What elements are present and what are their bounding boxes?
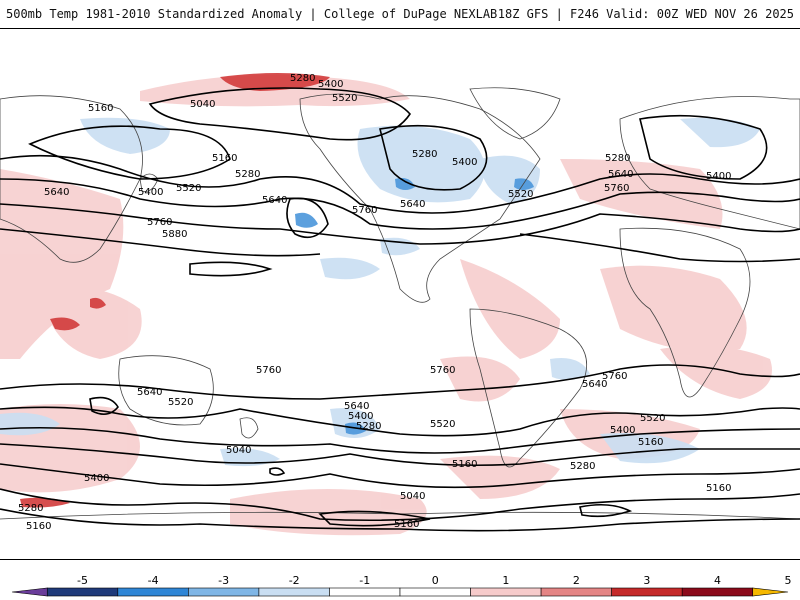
contour-label: 5760 [430, 365, 455, 376]
colorbar-segment [611, 587, 683, 597]
contour-label: 5880 [162, 229, 187, 240]
colorbar-segment [258, 587, 330, 597]
asia-east-coast [0, 95, 143, 263]
colorbar-tick-label: -2 [289, 574, 300, 587]
contour-label: 5760 [604, 183, 629, 194]
colorbar-tick-label: 2 [573, 574, 580, 587]
colorbar-segment [752, 587, 789, 597]
contour-label: 5640 [137, 387, 162, 398]
contour-label: 5640 [400, 199, 425, 210]
contour-label: 5760 [147, 217, 172, 228]
contour-label: 5760 [256, 365, 281, 376]
colorbar-tick-labels: -5 -4 -3 -2 -1 0 1 2 3 4 5 [77, 574, 791, 587]
eurasia-coast [619, 96, 800, 230]
colorbar-tick-label: 1 [502, 574, 509, 587]
contour-label: 5160 [212, 153, 237, 164]
contour-label: 5160 [26, 521, 51, 532]
colorbar-tick-label: -4 [148, 574, 159, 587]
contour-label: 5400 [452, 157, 477, 168]
colorbar-segment [540, 587, 612, 597]
colorbar-segment [46, 587, 119, 597]
contour-label: 5520 [508, 189, 533, 200]
contour-label: 5520 [430, 419, 455, 430]
contour-label: 5400 [348, 411, 373, 422]
contour-label: 5640 [44, 187, 69, 198]
colorbar-tick-label: -5 [77, 574, 88, 587]
colorbar-tick-label: -3 [218, 574, 229, 587]
contour-label: 5280 [290, 73, 315, 84]
south-america-coast [469, 308, 588, 468]
colorbar-tick-label: 5 [785, 574, 792, 587]
colorbar-segment [399, 587, 471, 597]
model-run-info: 18Z GFS | F246 Valid: 00Z WED NOV 26 202… [497, 7, 794, 21]
colorbar-segments [11, 587, 789, 597]
anomaly-colorbar: -5 -4 -3 -2 -1 0 1 2 3 4 5 [0, 560, 800, 600]
contour-label: 5040 [226, 445, 251, 456]
colorbar-tick-label: 4 [714, 574, 721, 587]
contour-labels: 5280 5400 5520 5160 5040 5160 5280 5640 … [18, 73, 731, 532]
contour-label: 5520 [332, 93, 357, 104]
contour-label: 5640 [344, 401, 369, 412]
greenland-coast [469, 87, 561, 140]
contour-label: 5280 [570, 461, 595, 472]
colorbar-tick-label: 3 [643, 574, 650, 587]
height-contours [0, 87, 800, 532]
colorbar-segment [188, 587, 260, 597]
new-zealand-coast [239, 417, 259, 439]
colorbar-segment [117, 587, 189, 597]
contour-label: 5280 [235, 169, 260, 180]
colorbar-segment [11, 587, 48, 597]
contour-label: 5400 [318, 79, 343, 90]
contour-label: 5640 [582, 379, 607, 390]
africa-coast [619, 227, 751, 398]
contour-label: 5760 [352, 205, 377, 216]
colorbar-canvas: -5 -4 -3 -2 -1 0 1 2 3 4 5 [11, 574, 792, 597]
warm-anomaly-regions [0, 74, 772, 536]
contour-label: 5280 [605, 153, 630, 164]
contour-label: 5400 [610, 425, 635, 436]
contour-label: 5160 [394, 519, 419, 530]
map-canvas: 5280 5400 5520 5160 5040 5160 5280 5640 … [0, 73, 800, 536]
contour-label: 5520 [640, 413, 665, 424]
map-title: 500mb Temp 1981-2010 Standardized Anomal… [6, 7, 498, 21]
contour-label: 5400 [84, 473, 109, 484]
colorbar-segment [681, 587, 754, 597]
north-america-coast [299, 93, 541, 303]
colorbar-tick-label: 0 [432, 574, 439, 587]
contour-label: 5280 [356, 421, 381, 432]
contour-label: 5040 [400, 491, 425, 502]
contour-label: 5040 [190, 99, 215, 110]
contour-label: 5400 [138, 187, 163, 198]
contour-label: 5280 [412, 149, 437, 160]
contour-label: 5280 [18, 503, 43, 514]
contour-label: 5760 [602, 371, 627, 382]
contour-label: 5400 [706, 171, 731, 182]
contour-label: 5160 [638, 437, 663, 448]
contour-label: 5520 [176, 183, 201, 194]
colorbar-segment [470, 587, 542, 597]
colorbar-segment [329, 587, 401, 597]
contour-label: 5160 [88, 103, 113, 114]
contour-label: 5520 [168, 397, 193, 408]
contour-label: 5640 [608, 169, 633, 180]
contour-label: 5160 [706, 483, 731, 494]
anomaly-map: 5280 5400 5520 5160 5040 5160 5280 5640 … [0, 28, 800, 560]
colorbar-tick-label: -1 [359, 574, 370, 587]
contour-label: 5640 [262, 195, 287, 206]
contour-label: 5160 [452, 459, 477, 470]
australia-coast [118, 355, 214, 426]
